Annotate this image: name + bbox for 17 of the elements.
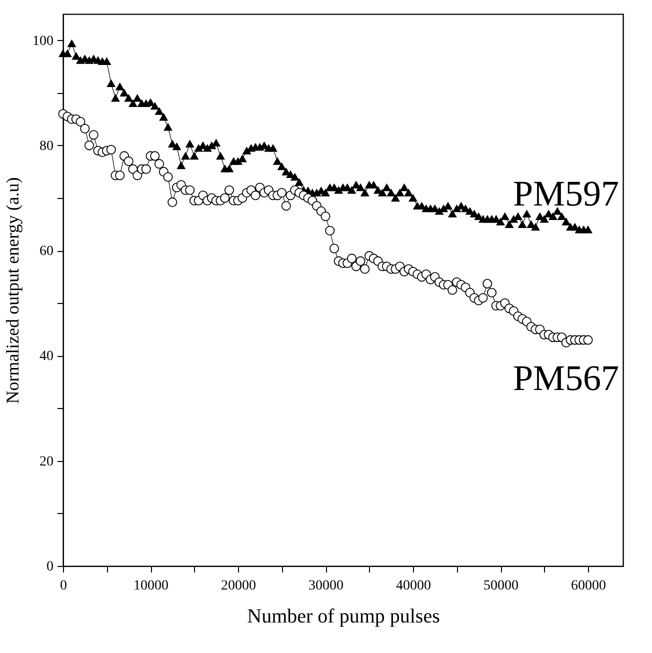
x-axis-title: Number of pump pulses (247, 606, 440, 628)
y-axis-title: Normalized output energy (a.u) (2, 177, 22, 404)
x-tick-label: 60000 (571, 578, 606, 594)
y-tick-label: 60 (40, 244, 54, 260)
x-tick-label: 20000 (221, 578, 256, 594)
y-tick-label: 80 (40, 138, 54, 154)
y-tick-label: 0 (46, 560, 54, 574)
x-tick-label: 0 (60, 578, 67, 594)
y-tick-label: 40 (40, 349, 54, 364)
series-label: PM567 (512, 358, 619, 398)
x-tick-label: 50000 (484, 578, 518, 594)
y-tick-label: 100 (32, 34, 54, 49)
x-tick-label: 40000 (396, 578, 431, 594)
x-tick-label: 10000 (134, 578, 168, 594)
series-label: PM597 (512, 174, 619, 214)
x-tick-label: 30000 (308, 578, 344, 594)
y-tick-label: 20 (40, 454, 54, 470)
